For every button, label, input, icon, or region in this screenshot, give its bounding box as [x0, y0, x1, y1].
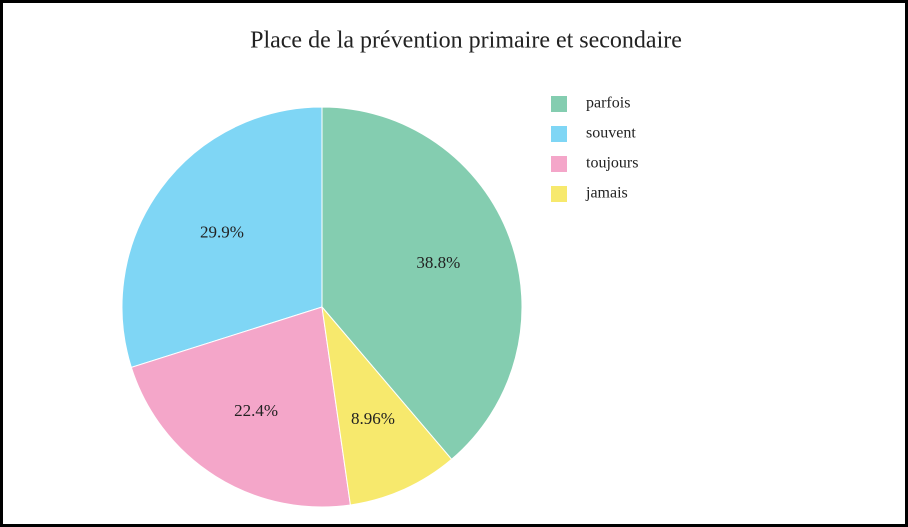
slice-label: 22.4% — [234, 401, 278, 420]
pie-slice — [321, 305, 453, 506]
slice-label: 8.96% — [351, 409, 395, 428]
legend-label: toujours — [586, 155, 638, 172]
legend-swatch — [551, 186, 567, 202]
legend-label: souvent — [586, 125, 636, 142]
pie-slice — [121, 106, 323, 369]
legend-swatch — [551, 126, 567, 142]
slice-label: 38.8% — [416, 253, 460, 272]
pie-slice — [130, 306, 351, 508]
chart-title: Place de la prévention primaire et secon… — [250, 28, 682, 54]
legend-swatch — [551, 156, 567, 172]
slice-label: 29.9% — [200, 223, 244, 242]
legend-label: parfois — [586, 95, 630, 112]
legend-swatch — [551, 96, 567, 112]
legend-label: jamais — [585, 185, 628, 202]
pie-slice — [321, 106, 523, 461]
